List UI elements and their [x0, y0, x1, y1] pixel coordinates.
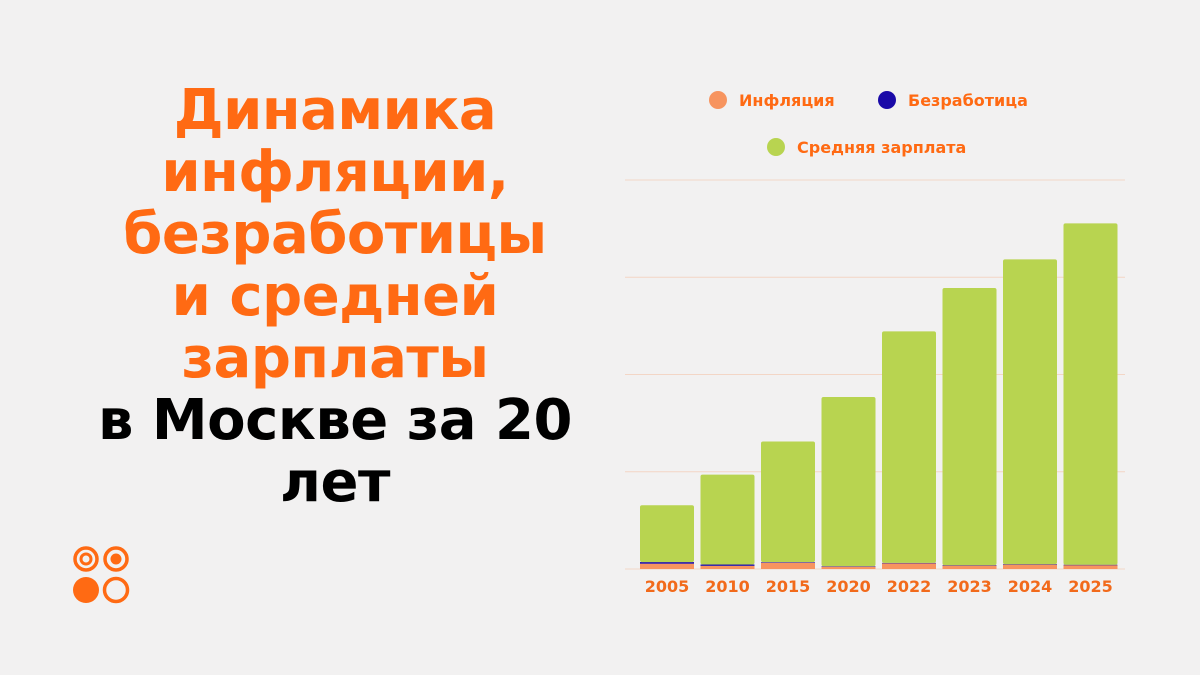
bar-segment	[882, 331, 936, 563]
bar-segment	[640, 562, 694, 564]
x-tick-label: 2005	[645, 577, 690, 596]
x-tick-label: 2024	[1008, 577, 1053, 596]
bar-segment	[1003, 564, 1057, 565]
title-line: зарплаты	[181, 326, 489, 391]
bar-segment	[942, 565, 997, 569]
bar-segment	[1003, 564, 1057, 569]
bar-segment	[640, 505, 694, 563]
x-tick-label: 2020	[826, 577, 871, 596]
x-tick-label: 2015	[766, 577, 811, 596]
legend-marker	[709, 91, 727, 109]
legend-marker	[767, 138, 785, 156]
bar-segment	[1063, 564, 1118, 566]
chart-title: Динамика инфляции, безработицы и средней…	[40, 80, 630, 514]
bar-segment	[1063, 223, 1118, 565]
title-line: Динамика	[173, 78, 497, 143]
bar-segment	[1003, 259, 1057, 565]
legend-label: Инфляция	[739, 91, 835, 110]
bar-segment	[942, 288, 997, 566]
bar-segment	[700, 565, 755, 569]
title-line: безработицы	[123, 202, 547, 267]
bar-segment	[821, 566, 876, 569]
bar-segment	[761, 441, 815, 563]
bar-segment	[821, 566, 876, 567]
company-logo-icon	[73, 546, 130, 604]
title-line: инфляции,	[161, 140, 509, 205]
title-line: лет	[280, 450, 390, 515]
bar-segment	[942, 565, 997, 566]
bar-segment	[882, 563, 936, 569]
bar-segment	[700, 474, 755, 565]
legend-label: Средняя зарплата	[797, 138, 966, 157]
x-tick-label: 2010	[705, 577, 750, 596]
bar-segment	[761, 562, 815, 563]
legend-marker	[878, 91, 896, 109]
title-line: и средней	[171, 264, 499, 329]
bar-segment	[640, 563, 694, 569]
bar-segment	[761, 562, 815, 569]
x-tick-label: 2023	[947, 577, 992, 596]
title-line: в Москве за 20	[97, 388, 573, 453]
x-tick-label: 2022	[887, 577, 932, 596]
bar-segment	[700, 564, 755, 566]
bar-segment	[882, 562, 936, 564]
bar-segment	[1063, 564, 1118, 569]
bar-segment	[821, 397, 876, 567]
x-tick-label: 2025	[1068, 577, 1113, 596]
legend-label: Безработица	[908, 91, 1028, 110]
